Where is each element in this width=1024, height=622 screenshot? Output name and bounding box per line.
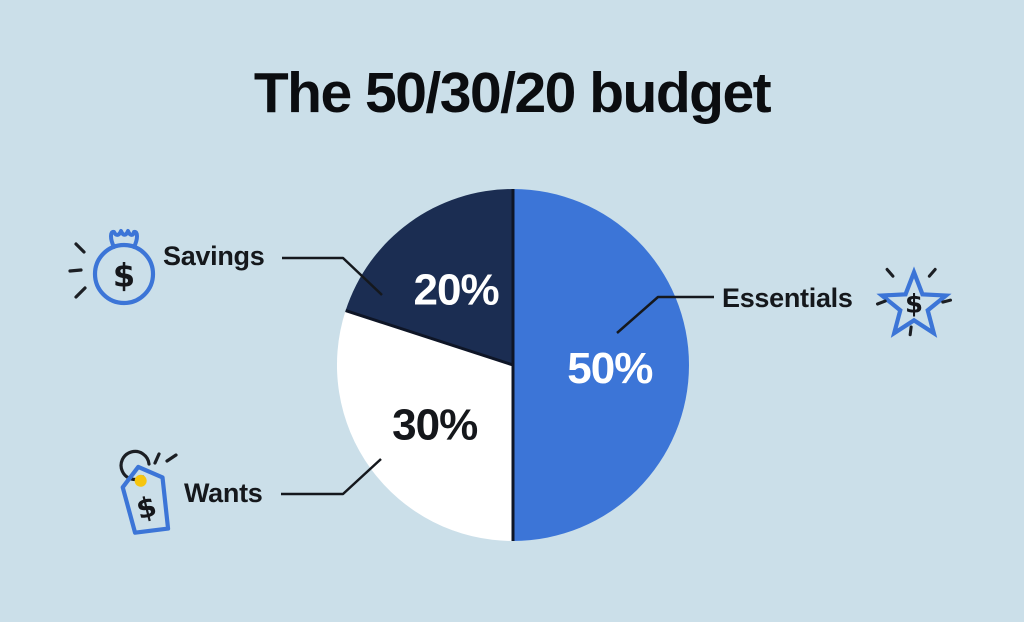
star-dollar-sign: $: [905, 289, 923, 319]
sparkle-dash: [908, 325, 913, 337]
callout-label-savings: Savings: [163, 241, 265, 271]
pie-slice-wants: [336, 310, 513, 541]
slice-divider: [345, 309, 514, 367]
leader-line-wants: [281, 458, 382, 496]
price-tag-icon: $: [119, 449, 178, 535]
star-outline: [876, 266, 952, 338]
pie-slice-savings: [345, 189, 513, 365]
sparkle-dash: [165, 453, 178, 463]
price-tag-string-loop: [119, 449, 151, 482]
sparkle-dash: [68, 268, 83, 273]
page-title: The 50/30/20 budget: [253, 61, 772, 125]
sparkle-dash: [74, 242, 86, 254]
star-dollar-icon: $: [875, 266, 953, 338]
price-tag-dollar-sign: $: [133, 489, 160, 526]
money-bag-icon: $: [68, 229, 156, 306]
money-bag-dollar-sign: $: [113, 257, 135, 295]
sparkle-dash: [885, 267, 895, 278]
sparkle-dash: [927, 267, 937, 278]
pie-percent-label-savings: 20%: [414, 266, 499, 315]
pie-percent-label-wants: 30%: [392, 401, 477, 450]
money-bag-body: [92, 242, 156, 306]
callout-label-essentials: Essentials: [722, 283, 853, 313]
price-tag-body: [120, 464, 171, 535]
pie-slice-essentials: [513, 189, 689, 541]
callout-label-wants: Wants: [184, 478, 263, 508]
sparkle-dash: [74, 286, 87, 299]
money-bag-knot: [109, 229, 139, 249]
pie-slice-dividers: [345, 189, 515, 541]
leader-line-savings: [282, 256, 383, 296]
leader-line-essentials: [616, 295, 714, 334]
pie-slices: [336, 189, 689, 541]
sparkle-dash: [875, 299, 887, 306]
sparkle-dash: [941, 298, 953, 304]
pie-percent-label-essentials: 50%: [567, 344, 652, 393]
pie-percent-labels: 50% 30% 20%: [392, 266, 653, 450]
price-tag-hole: [134, 474, 147, 487]
price-tag-body-group: $: [120, 464, 171, 535]
sparkle-dash: [153, 452, 161, 465]
